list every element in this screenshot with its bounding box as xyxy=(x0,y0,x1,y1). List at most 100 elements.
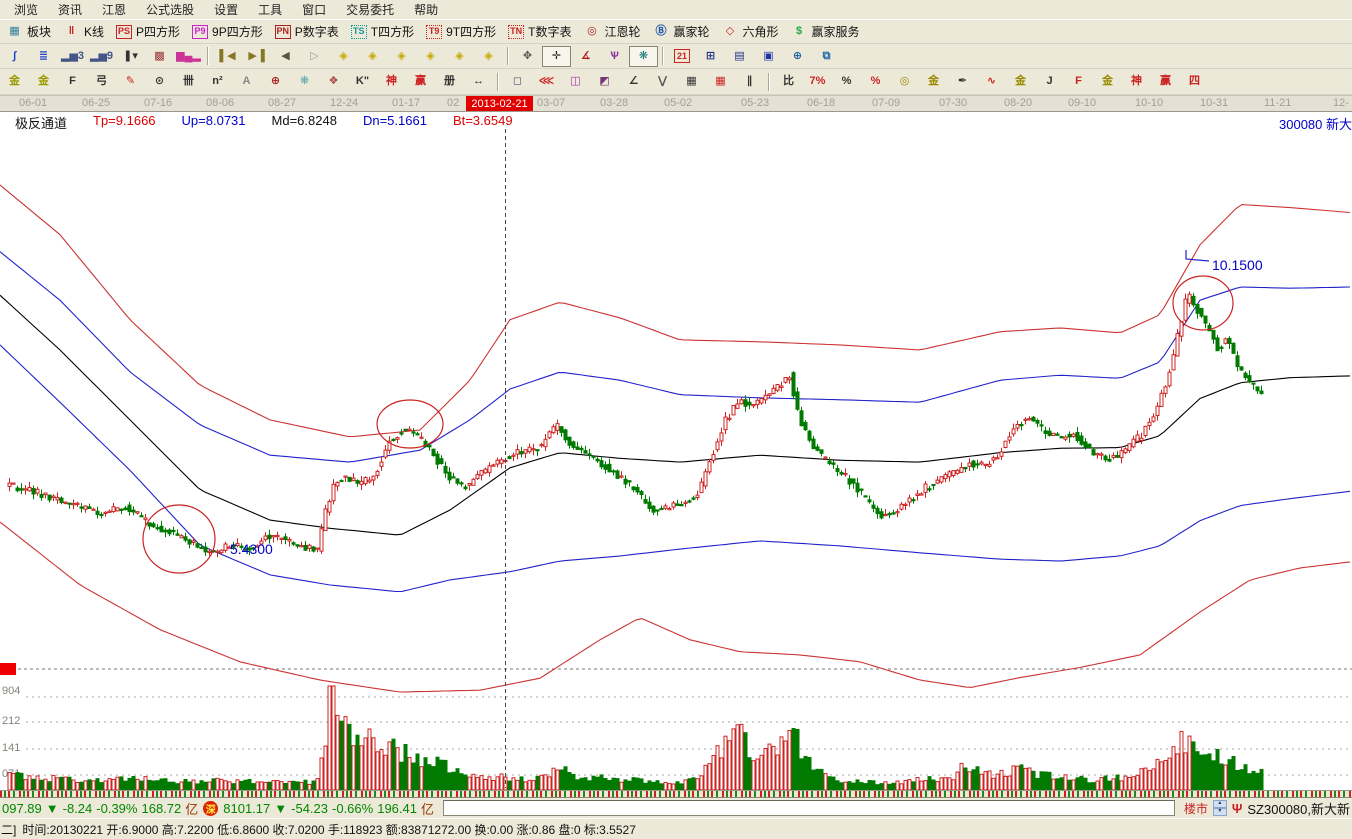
tool-gold-angle-2[interactable]: 金 xyxy=(1093,71,1122,92)
tool-p-square[interactable]: PS P四方形 xyxy=(110,21,186,42)
tool-t9-square[interactable]: T9 9T四方形 xyxy=(420,21,502,42)
tool-brush[interactable]: ✎ xyxy=(116,71,145,92)
tool-chart-3[interactable]: ▂▅3 xyxy=(58,46,87,67)
tool-kline[interactable]: ‖ K线 xyxy=(57,21,110,42)
menu-item-公式选股[interactable]: 公式选股 xyxy=(146,3,195,17)
tool-angle-tool[interactable]: ∡ xyxy=(571,46,600,67)
menu-item-浏览[interactable]: 浏览 xyxy=(14,3,39,17)
tool-square[interactable]: ◻ xyxy=(503,71,532,92)
tool-pattern[interactable]: ▩ xyxy=(145,46,174,67)
tool-span[interactable]: ↔ xyxy=(464,71,493,92)
tool-diamond-all[interactable]: ◈ xyxy=(474,46,503,67)
tool-diamond-h[interactable]: ◈ xyxy=(387,46,416,67)
tool-mirror[interactable]: A xyxy=(232,71,261,92)
tool-list-view[interactable]: ≣ xyxy=(29,46,58,67)
menu-item-帮助[interactable]: 帮助 xyxy=(414,3,439,17)
tool-t-square[interactable]: TS T四方形 xyxy=(345,21,420,42)
menu-item-设置[interactable]: 设置 xyxy=(214,3,239,17)
tool-crosshair-tool[interactable]: ✛ xyxy=(542,45,571,67)
stepper-down-icon[interactable]: ▾ xyxy=(1212,808,1227,816)
tool-pct-red[interactable]: 7% xyxy=(803,71,832,92)
tool-gold-angle[interactable]: 金 xyxy=(1006,71,1035,92)
tool-gann-wheel[interactable]: ◎ 江恩轮 xyxy=(577,21,646,42)
tool-comb[interactable]: 册 xyxy=(435,71,464,92)
tool-hand-tool[interactable]: ✥ xyxy=(513,46,542,67)
tool-shen-ruler[interactable]: 神 xyxy=(377,71,406,92)
ticker-stepper[interactable]: ▴ ▾ xyxy=(1212,800,1227,816)
tool-parallel[interactable]: ∥ xyxy=(735,71,764,92)
tool-winner-service[interactable]: $ 赢家服务 xyxy=(785,21,866,42)
menu-item-江恩[interactable]: 江恩 xyxy=(102,3,127,17)
menu-item-交易委托[interactable]: 交易委托 xyxy=(346,3,395,17)
tool-p9-square[interactable]: P9 9P四方形 xyxy=(186,21,269,42)
tool-ink-brush[interactable]: ✒ xyxy=(948,71,977,92)
tool-j-angle[interactable]: J xyxy=(1035,71,1064,92)
tool-calculator[interactable]: ⊞ xyxy=(696,46,725,67)
tool-smart-tool[interactable]: ❋ xyxy=(629,45,658,67)
tool-ruler[interactable]: 卌 xyxy=(174,71,203,92)
menu-item-资讯[interactable]: 资讯 xyxy=(58,3,83,17)
tool-diamond-right[interactable]: ◈ xyxy=(358,46,387,67)
tool-scale-list[interactable]: 比 xyxy=(774,71,803,92)
tool-remote[interactable]: ⧉ xyxy=(812,46,841,67)
tool-diamond-out[interactable]: ◈ xyxy=(445,46,474,67)
tool-gold-circle[interactable]: ◎ xyxy=(890,71,919,92)
tool-shen-angle[interactable]: 神 xyxy=(1122,71,1151,92)
tool-p-number[interactable]: PN P数字表 xyxy=(269,21,345,42)
tool-notes[interactable]: ▤ xyxy=(725,46,754,67)
tool-gold-tool-b[interactable]: 金 xyxy=(29,71,58,92)
tool-k-mark[interactable]: K" xyxy=(348,71,377,92)
tool-cycle-circle[interactable]: ⊙ xyxy=(145,71,174,92)
tool-doc-scroll[interactable]: ∫ xyxy=(0,46,29,67)
chart-area[interactable]: 极反通道 Tp=9.1666 Up=8.0731 Md=6.8248 Dn=5.1661… xyxy=(0,112,1352,790)
tool-compass[interactable]: ⊕ xyxy=(261,71,290,92)
tool-chart-9[interactable]: ▂▅9 xyxy=(87,46,116,67)
tool-wave[interactable]: ∿ xyxy=(977,71,1006,92)
tool-grid-a[interactable]: ▦ xyxy=(677,71,706,92)
tool-ying-angle[interactable]: 赢 xyxy=(1151,71,1180,92)
tool-n2-ruler[interactable]: n² xyxy=(203,71,232,92)
menu-item-窗口[interactable]: 窗口 xyxy=(302,3,327,17)
tool-web-grid[interactable]: ❖ xyxy=(319,71,348,92)
tool-star[interactable]: ❋ xyxy=(290,71,319,92)
crosshair-tool-icon: ✛ xyxy=(551,49,562,62)
tool-grid-b[interactable]: ▦ xyxy=(706,71,735,92)
tool-hexagon[interactable]: ◇ 六角形 xyxy=(715,21,784,42)
news-ticker-box[interactable] xyxy=(443,800,1175,816)
tool-gann-tool[interactable]: Ѱ xyxy=(600,46,629,67)
index-quote-a[interactable]: 097.89 ▼ -8.24 -0.39% 168.72 亿 xyxy=(2,799,198,818)
tool-pct[interactable]: % xyxy=(832,71,861,92)
tool-fan[interactable]: ⋘ xyxy=(532,71,561,92)
stepper-up-icon[interactable]: ▴ xyxy=(1212,800,1227,808)
tool-gold-tool-a[interactable]: 金 xyxy=(0,71,29,92)
tool-angles[interactable]: ∠ xyxy=(619,71,648,92)
tool-color-histogram[interactable]: ▆▄▂ xyxy=(174,46,203,67)
tool-fan-fill[interactable]: ◩ xyxy=(590,71,619,92)
tool-diamond-in[interactable]: ◈ xyxy=(416,46,445,67)
index-quote-b[interactable]: 8101.17 ▼ -54.23 -0.66% 196.41 亿 xyxy=(223,799,434,818)
tool-candle-style[interactable]: ❚▾ xyxy=(116,46,145,67)
tool-blocks[interactable]: ▦ 板块 xyxy=(0,21,57,42)
tool-calendar[interactable]: 21 xyxy=(668,46,696,67)
tool-winner-wheel[interactable]: Ⓑ 赢家轮 xyxy=(646,21,715,42)
tool-si-angle[interactable]: 四 xyxy=(1180,71,1209,92)
tool-diamond-left[interactable]: ◈ xyxy=(329,46,358,67)
tool-f-ruler[interactable]: F xyxy=(58,71,87,92)
tool-f-angle[interactable]: F xyxy=(1064,71,1093,92)
tool-nav-prev[interactable]: ◀ xyxy=(271,46,300,67)
tool-save[interactable]: ▣ xyxy=(754,46,783,67)
tool-nav-last[interactable]: ▶▐ xyxy=(242,46,271,67)
tool-t-number[interactable]: TN T数字表 xyxy=(502,21,577,42)
tool-nav-next[interactable]: ▷ xyxy=(300,46,329,67)
tool-spiral[interactable]: 弓 xyxy=(87,71,116,92)
tool-ying-ruler[interactable]: 赢 xyxy=(406,71,435,92)
tool-pct-lines[interactable]: % xyxy=(861,71,890,92)
menu-item-工具[interactable]: 工具 xyxy=(258,3,283,17)
tool-nav-first[interactable]: ▌◀ xyxy=(213,46,242,67)
tool-fan-box[interactable]: ◫ xyxy=(561,71,590,92)
tool-gold-lines[interactable]: 金 xyxy=(919,71,948,92)
date-axis[interactable]: 06-01 06-25 07-16 08-06 08-27 12-24 01-17 02 03-… xyxy=(0,95,1352,112)
tool-web[interactable]: ⊕ xyxy=(783,46,812,67)
tool-v-lines[interactable]: ⋁ xyxy=(648,71,677,92)
